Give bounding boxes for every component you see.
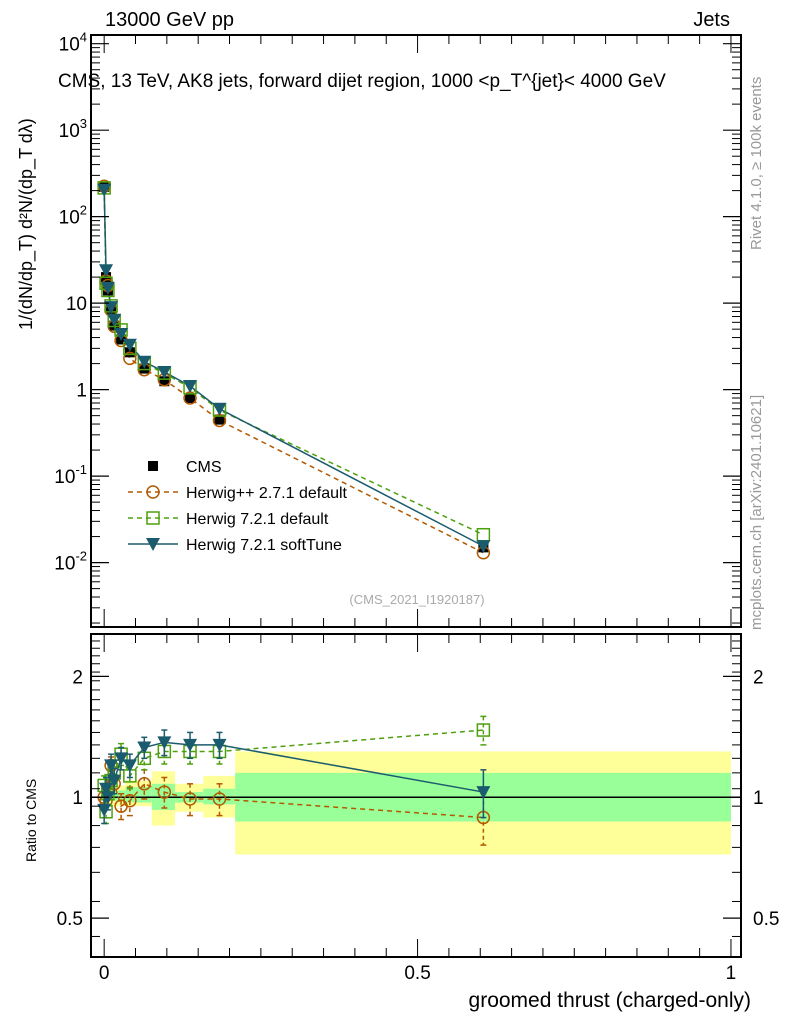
ratio-point [137, 741, 152, 755]
ratio-point [476, 723, 491, 737]
data-point [185, 393, 196, 404]
y-tick-label: 10-1 [54, 462, 87, 488]
ratio-y-tick-label-right: 0.5 [753, 909, 779, 930]
ratio-point [476, 786, 491, 800]
header-left: 13000 GeV pp [105, 9, 234, 31]
data-point [476, 540, 491, 554]
ratio-point [114, 752, 129, 766]
y-tick-label: 10 [66, 294, 87, 315]
y-tick-exponent: 4 [80, 30, 87, 45]
data-point [100, 281, 115, 295]
data-point [157, 365, 172, 379]
ratio-point [183, 792, 197, 806]
ratio-point [122, 759, 137, 773]
ratio-y-label: Ratio to CMS [23, 779, 39, 862]
x-tick-label: 0 [99, 963, 110, 984]
y-tick-exponent: 3 [80, 116, 87, 131]
series-line-2 [103, 187, 484, 536]
y-tick-label: 103 [59, 116, 87, 142]
ratio-y-tick-label: 2 [72, 667, 83, 688]
ratio-point [104, 759, 119, 773]
y-tick-label: 1 [76, 381, 87, 402]
data-point [123, 351, 137, 366]
y-tick-exponent: 2 [80, 203, 87, 218]
y-tick-label: 102 [59, 203, 87, 229]
data-point [99, 264, 114, 278]
ratio-point [157, 736, 172, 750]
data-point [183, 380, 198, 394]
ratio-y-tick-label: 0.5 [57, 909, 83, 930]
ratio-point [212, 738, 227, 752]
y-tick-exponent: -2 [75, 549, 87, 564]
data-point [114, 327, 129, 341]
x-tick-label: 0.5 [404, 963, 430, 984]
ratio-frame [90, 633, 742, 958]
data-point [137, 355, 152, 369]
ratio-y-tick-label-right: 1 [753, 788, 764, 809]
legend-marker [148, 461, 158, 471]
legend-label: Herwig 7.2.1 softTune [186, 537, 342, 554]
ratio-point [212, 792, 227, 806]
data-point [214, 414, 225, 425]
y-axis-label: 1/(dN/dp_T) d²N/(dp_T dλ) [16, 118, 37, 330]
ratio-point [137, 777, 152, 791]
mcplots-label: mcplots.cern.ch [arXiv:2401.10621] [748, 395, 765, 630]
y-tick-exponent: -1 [75, 462, 87, 477]
analysis-id: (CMS_2021_I1920187) [349, 592, 484, 607]
legend-label: Herwig++ 2.7.1 default [186, 485, 348, 502]
y-tick-label: 10-2 [54, 549, 87, 575]
legend-marker [146, 485, 160, 499]
ratio-point [157, 785, 172, 799]
ratio-y-tick-label: 1 [72, 788, 83, 809]
data-point [97, 183, 112, 197]
plot-title: CMS, 13 TeV, AK8 jets, forward dijet reg… [58, 71, 666, 92]
legend-marker [146, 511, 160, 525]
y-tick-label: 104 [59, 30, 87, 56]
x-axis-label: groomed thrust (charged-only) [469, 989, 751, 1012]
ratio-y-tick-label-right: 2 [753, 667, 764, 688]
rivet-label: Rivet 4.1.0, ≥ 100k events [748, 77, 765, 250]
legend-label: CMS [186, 459, 222, 476]
header-right: Jets [693, 9, 730, 31]
data-point [122, 338, 137, 352]
main-frame [90, 34, 742, 628]
ratio-point [107, 774, 122, 788]
legend-label: Herwig 7.2.1 default [186, 511, 329, 528]
ratio-point [183, 738, 198, 752]
data-point [159, 376, 170, 387]
data-point [107, 313, 122, 327]
x-tick-label: 1 [726, 963, 737, 984]
legend-marker [146, 538, 160, 551]
data-point [212, 402, 227, 416]
ratio-point [123, 793, 137, 808]
data-point [104, 301, 119, 315]
ratio-line [103, 729, 484, 812]
